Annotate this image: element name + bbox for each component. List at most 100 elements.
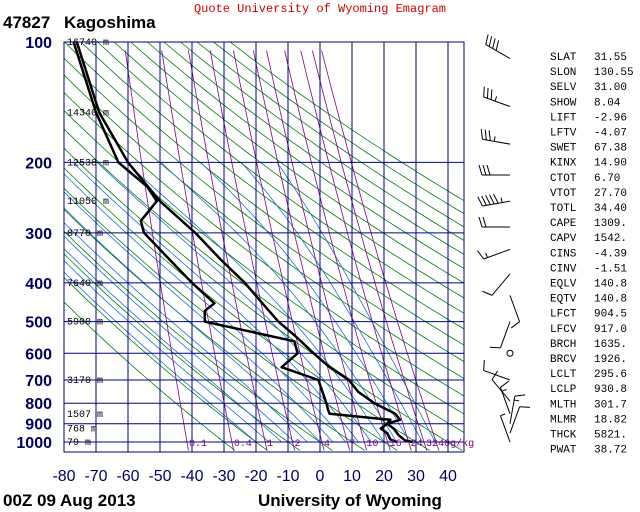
- pressure-tick-label: 800: [25, 396, 52, 413]
- index-key: CAPV: [550, 233, 577, 245]
- index-key: CAPE: [550, 218, 577, 230]
- index-value: 18.82: [594, 414, 627, 426]
- index-key: THCK: [550, 430, 577, 442]
- mixing-ratio-line: [266, 50, 368, 451]
- banner-title: Quote University of Wyoming Emagram: [194, 2, 446, 16]
- mixing-ratio-label: 2: [295, 439, 301, 450]
- index-key: EQTV: [550, 294, 577, 306]
- wind-barb: [483, 360, 511, 381]
- temperature-tick-label: 20: [375, 468, 393, 485]
- index-value: 67.38: [594, 143, 627, 155]
- mixing-ratio-line: [321, 50, 440, 451]
- dry-adiabat: [163, 42, 464, 255]
- station-name: Kagoshima: [64, 13, 156, 32]
- mixing-ratio-label: 1: [267, 439, 273, 450]
- wind-barb: [480, 128, 511, 145]
- temperature-tick-label: -10: [276, 468, 299, 485]
- dry-adiabat: [64, 109, 464, 415]
- temperature-tick-label: -40: [180, 468, 203, 485]
- temperature-tick-label: -20: [244, 468, 267, 485]
- wind-barb: [477, 193, 511, 207]
- mixing-ratio-label: 32: [426, 439, 438, 450]
- height-label: 11050 m: [67, 197, 109, 208]
- dry-adiabat: [64, 276, 268, 451]
- index-key: LIFT: [550, 112, 577, 124]
- dry-adiabat: [64, 42, 464, 346]
- mixing-ratio-line: [161, 50, 234, 451]
- dry-adiabat: [130, 42, 464, 284]
- temperature-tick-label: 0: [316, 468, 325, 485]
- wind-barb: [509, 394, 526, 424]
- index-key: VTOT: [550, 188, 577, 200]
- index-value: 1542.: [594, 233, 627, 245]
- index-key: LCLP: [550, 384, 577, 396]
- index-value: 8.04: [594, 97, 621, 109]
- moist-adiabat: [96, 162, 372, 443]
- mixing-ratio-label: 0.1: [189, 439, 207, 450]
- mixing-ratio-line: [312, 50, 428, 451]
- wind-barb: [478, 164, 510, 176]
- height-label: 5900 m: [67, 318, 103, 329]
- height-label: 7640 m: [67, 279, 103, 290]
- pressure-tick-label: 200: [25, 155, 52, 172]
- index-value: 140.8: [594, 279, 627, 291]
- wind-barb: [499, 413, 511, 443]
- wind-barb: [477, 248, 511, 260]
- index-value: 6.70: [594, 173, 620, 185]
- index-key: SLON: [550, 67, 576, 79]
- height-label: 16740 m: [67, 38, 109, 49]
- footer-time: 00Z 09 Aug 2013: [3, 491, 136, 510]
- index-key: LFCT: [550, 309, 577, 321]
- wind-barb: [491, 370, 511, 402]
- dewpoint-profile: [72, 42, 398, 444]
- index-value: 31.00: [594, 82, 627, 94]
- wind-barbs: [477, 34, 531, 443]
- index-value: 140.8: [594, 294, 627, 306]
- wind-barb: [483, 86, 511, 108]
- temperature-tick-label: -60: [116, 468, 139, 485]
- wind-barb: [499, 380, 511, 414]
- mixing-ratio-label: 4: [324, 439, 330, 450]
- wind-barb: [506, 349, 514, 357]
- mixing-ratio-label: 16: [390, 439, 402, 450]
- mixing-ratio-line: [233, 50, 325, 451]
- index-key: CTOT: [550, 173, 577, 185]
- stability-indices: SLAT 31.55 SLON 130.55 SELV 31.00 SHOW 8.04 LIFT…: [550, 52, 634, 457]
- index-key: SHOW: [550, 97, 577, 109]
- pressure-tick-label: 600: [25, 346, 52, 363]
- index-value: -4.07: [594, 128, 627, 140]
- plot-frame: [63, 41, 465, 453]
- temperature-tick-label: -70: [84, 468, 107, 485]
- index-key: TOTL: [550, 203, 576, 215]
- station-id: 47827: [3, 13, 50, 32]
- dry-adiabat: [64, 187, 398, 451]
- pressure-tick-label: 500: [25, 315, 52, 332]
- index-key: LFCV: [550, 324, 577, 336]
- temperature-tick-label: 40: [439, 468, 457, 485]
- index-key: MLMR: [550, 414, 577, 426]
- temperature-tick-label: -80: [52, 468, 75, 485]
- index-value: 14.90: [594, 158, 627, 170]
- height-label: 1507 m: [67, 410, 103, 421]
- dry-adiabat: [147, 42, 464, 270]
- mixing-ratio-line: [300, 50, 412, 451]
- mixing-ratio-label: 24: [411, 439, 423, 450]
- pressure-tick-label: 700: [25, 373, 52, 390]
- moist-adiabat: [72, 162, 359, 443]
- index-value: 917.0: [594, 324, 627, 336]
- mixing-ratio-label: 10: [366, 439, 378, 450]
- wind-barb: [509, 406, 531, 434]
- index-key: KINX: [550, 158, 577, 170]
- index-key: CINS: [550, 248, 577, 260]
- index-key: BRCV: [550, 354, 577, 366]
- dry-adiabat: [80, 42, 464, 330]
- pressure-tick-label: 1000: [16, 435, 52, 452]
- index-value: 34.40: [594, 203, 627, 215]
- index-value: 1635.: [594, 339, 627, 351]
- temperature-profile: [75, 42, 414, 444]
- index-value: 904.5: [594, 309, 627, 321]
- index-value: 130.55: [594, 67, 634, 79]
- index-value: 1926.: [594, 354, 627, 366]
- mixing-ratio-line: [252, 50, 351, 451]
